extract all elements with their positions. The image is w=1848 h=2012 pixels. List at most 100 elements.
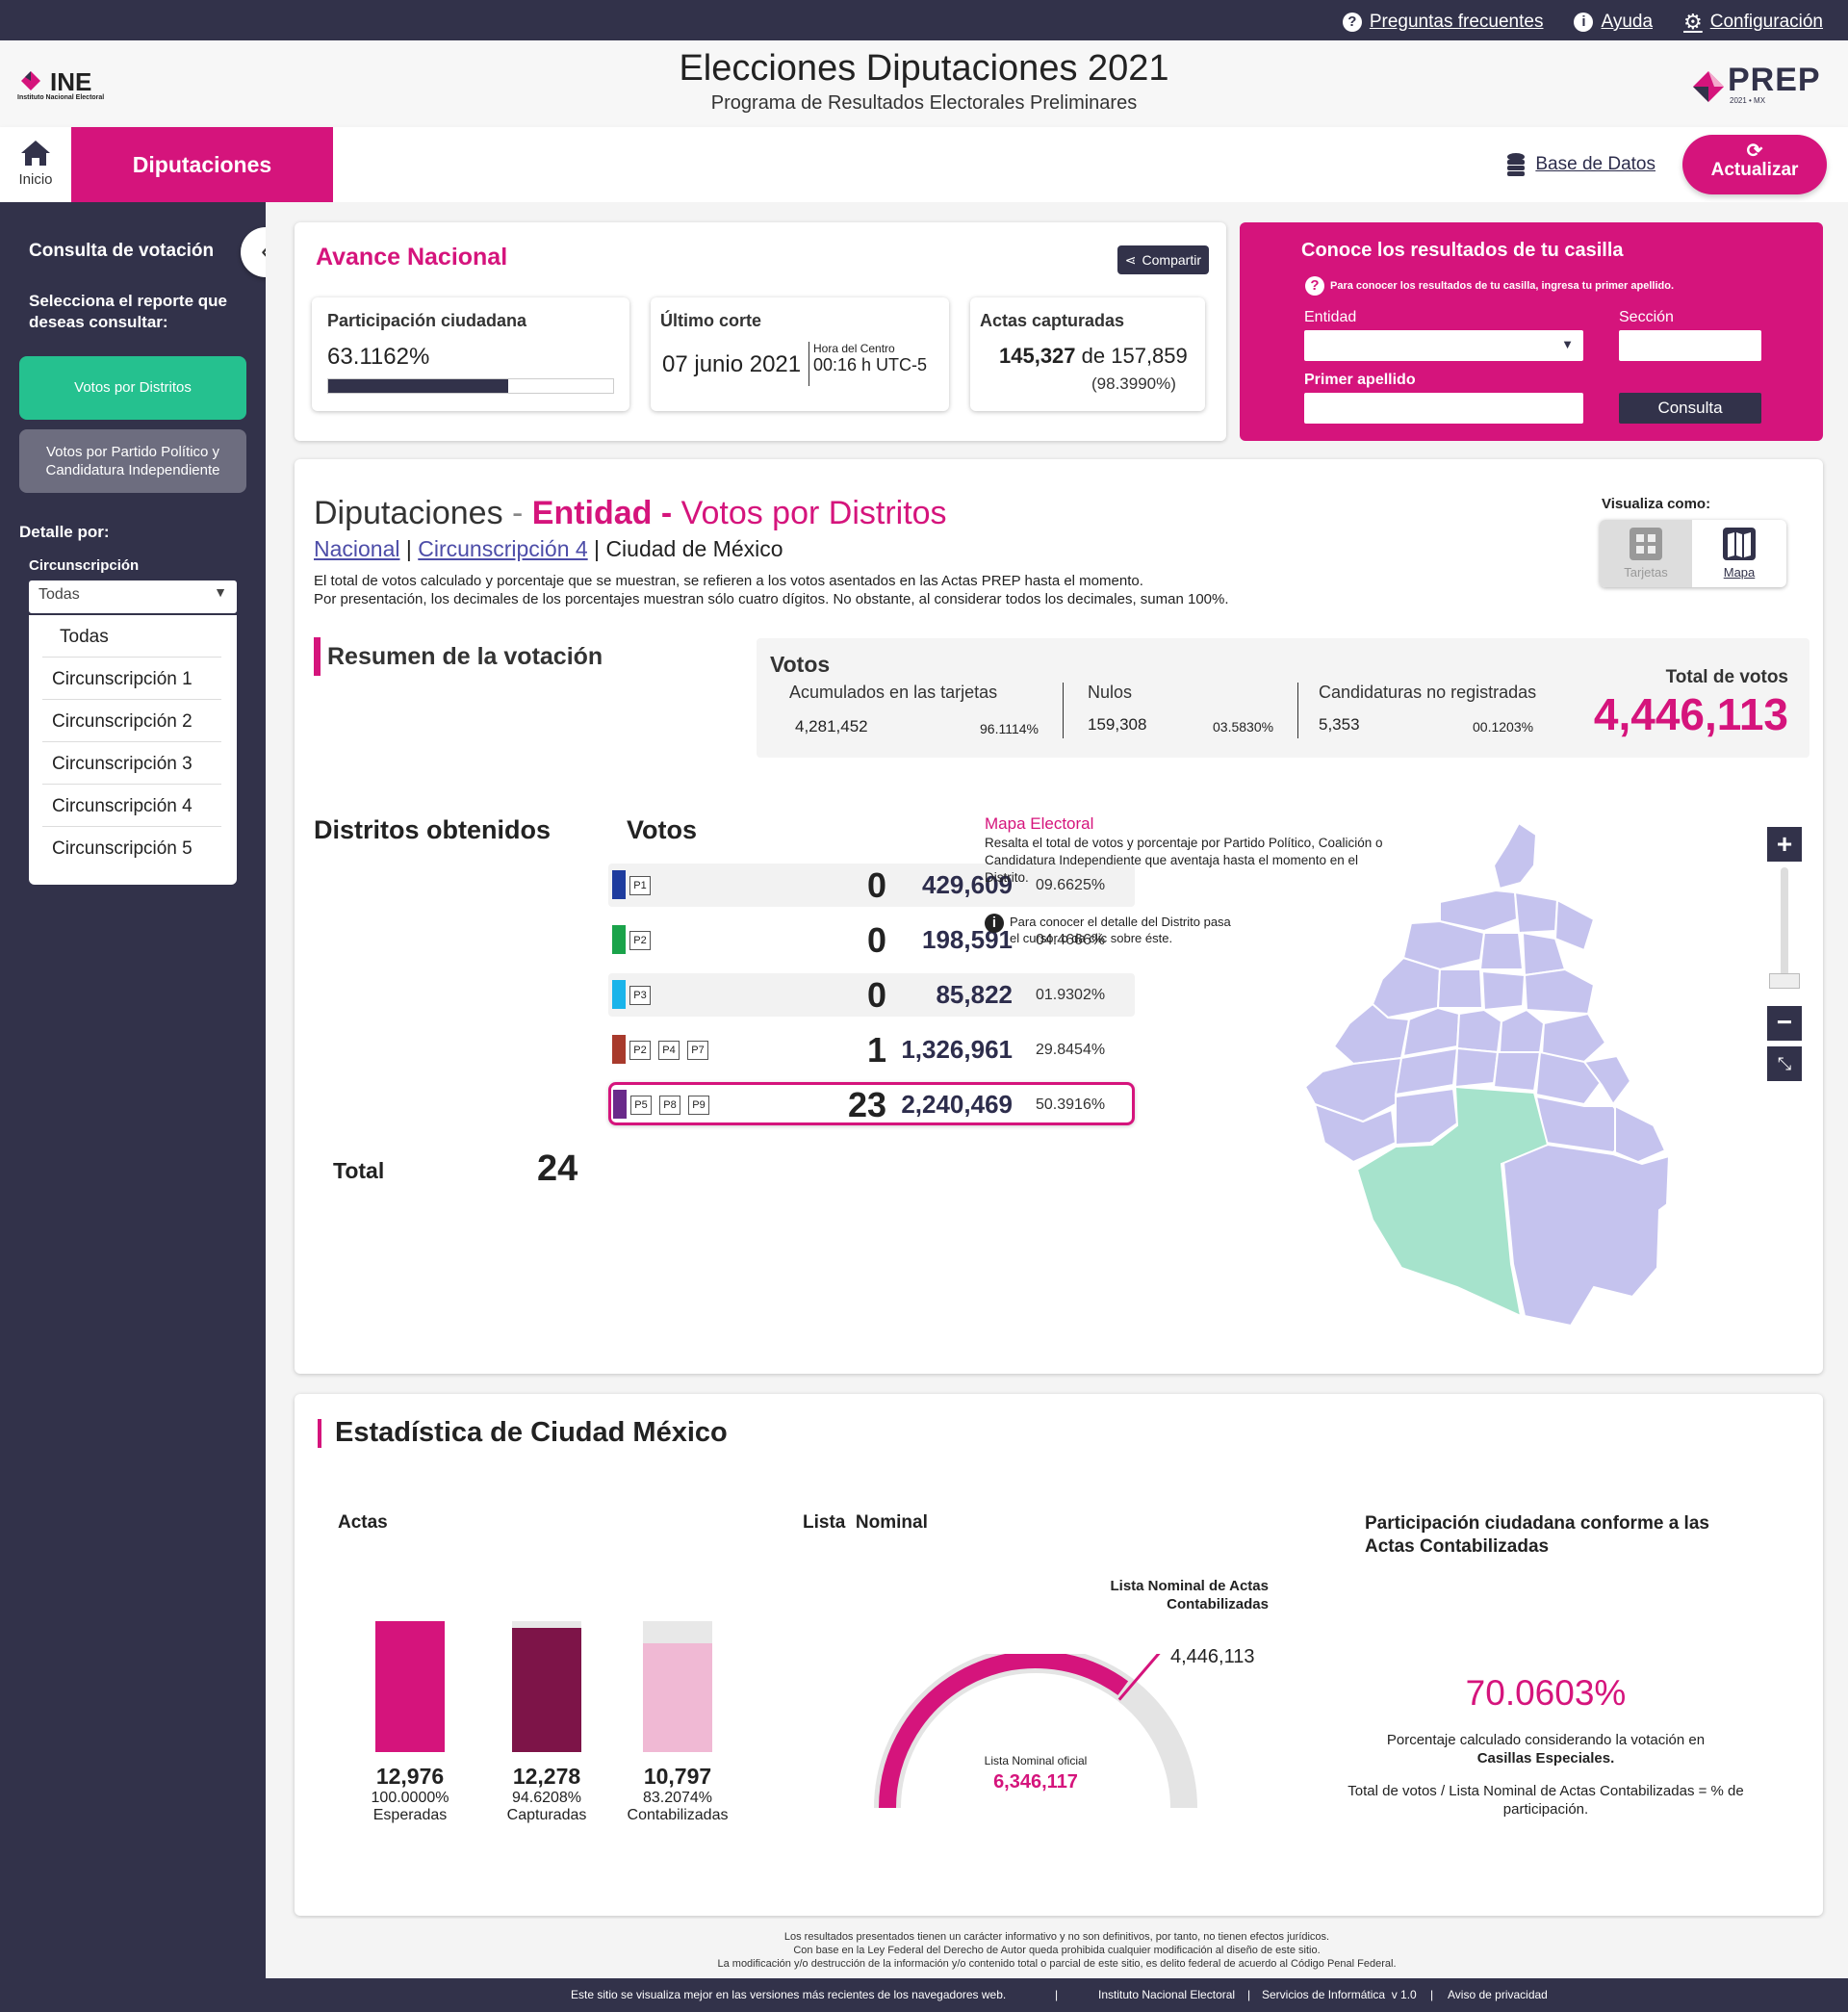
map-district[interactable] xyxy=(1553,898,1596,952)
map-district[interactable] xyxy=(1582,1054,1632,1106)
option-circunscripcion-4[interactable]: Circunscripción 4 xyxy=(42,785,221,827)
circunscripcion-select[interactable]: Todas ▼ xyxy=(29,580,237,613)
prep-logo-mark xyxy=(1693,71,1724,102)
map-district-other[interactable] xyxy=(1355,1085,1550,1318)
map-district[interactable] xyxy=(1303,1056,1403,1123)
lista-nominal-gauge xyxy=(874,1654,1197,1808)
zoom-slider-handle[interactable] xyxy=(1769,973,1800,989)
option-circunscripcion-2[interactable]: Circunscripción 2 xyxy=(42,700,221,742)
map-district[interactable] xyxy=(1394,1046,1459,1096)
table-row[interactable]: P3 0 85,822 01.9302% xyxy=(608,973,1135,1017)
map-district[interactable] xyxy=(1540,1012,1607,1064)
share-label: Compartir xyxy=(1142,252,1201,268)
table-row-leading[interactable]: P5 P8 P9 23 2,240,469 50.3916% xyxy=(608,1082,1135,1125)
actas-bar-chart: 12,976 100.0000% Esperadas 12,278 94.620… xyxy=(333,1621,728,1910)
casilla-search-card: Conoce los resultados de tu casilla ? Par… xyxy=(1240,222,1823,441)
breadcrumb-nacional[interactable]: Nacional xyxy=(314,536,400,561)
electoral-map[interactable] xyxy=(1296,815,1719,1335)
grid-icon xyxy=(1630,528,1662,560)
map-district[interactable] xyxy=(1436,968,1484,1009)
map-district[interactable] xyxy=(1371,956,1442,1019)
nulos-value: 159,308 xyxy=(1088,715,1147,734)
question-icon: ? xyxy=(1305,276,1324,296)
votes-by-district-button[interactable]: Votos por Distritos xyxy=(19,356,246,420)
map-description: Resalta el total de votos y porcentaje p… xyxy=(985,836,1383,885)
prep-logo-subtext: 2021 • MX xyxy=(1730,96,1766,105)
map-district[interactable] xyxy=(1523,967,1596,1016)
database-icon xyxy=(1507,153,1526,176)
footer-browser-note: Este sitio se visualiza mejor en las ver… xyxy=(571,1988,1007,2001)
table-row[interactable]: P1 0 429,609 09.6625% xyxy=(608,864,1135,907)
participation-bar xyxy=(327,378,614,394)
gauge-fill xyxy=(879,1654,1129,1808)
ine-logo[interactable]: INE Instituto Nacional Electoral xyxy=(17,67,131,106)
option-circunscripcion-5[interactable]: Circunscripción 5 xyxy=(52,838,192,859)
map-district[interactable] xyxy=(1498,1008,1546,1053)
participation-box: Participación ciudadana 63.1162% xyxy=(312,297,629,411)
database-link[interactable]: Base de Datos xyxy=(1506,152,1656,177)
votes-by-party-button[interactable]: Votos por Partido Político y Candidatura… xyxy=(19,429,246,493)
option-todas[interactable]: Todas xyxy=(42,615,221,658)
footer-privacy-link[interactable]: Aviso de privacidad xyxy=(1448,1988,1548,2001)
sidebar-instruction: Selecciona el reporte que deseas consult… xyxy=(29,292,227,331)
seccion-label: Sección xyxy=(1619,309,1674,325)
total-votos-value: 4,446,113 xyxy=(1593,689,1788,739)
map-district[interactable] xyxy=(1478,932,1525,970)
map-district[interactable] xyxy=(1453,1046,1500,1089)
map-district[interactable] xyxy=(1395,1087,1459,1147)
ln-official-value: 6,346,117 xyxy=(993,1771,1078,1793)
top-bar: ? Preguntas frecuentes i Ayuda ⚙ Configurac… xyxy=(0,0,1848,40)
zoom-in-button[interactable]: + xyxy=(1767,827,1802,862)
corte-date: 07 junio 2021 xyxy=(662,351,802,377)
map-title: Mapa Electoral xyxy=(985,814,1094,833)
breadcrumb-circunscripcion[interactable]: Circunscripción 4 xyxy=(418,536,588,561)
option-circunscripcion-1[interactable]: Circunscripción 1 xyxy=(42,658,221,700)
footer-line-2: Con base en la Ley Federal del Derecho d… xyxy=(793,1945,1321,1956)
party-pct: 04.4666% xyxy=(1036,932,1106,948)
footer-servicios-link[interactable]: Servicios de Informática v 1.0 xyxy=(1262,1988,1417,2001)
map-district[interactable] xyxy=(1480,969,1527,1012)
tab-diputaciones[interactable]: Diputaciones xyxy=(71,127,333,202)
actas-value: 145,327 xyxy=(999,344,1076,368)
help-link[interactable]: i Ayuda xyxy=(1574,10,1653,35)
bar-track xyxy=(375,1621,445,1752)
resumen-title: Resumen de la votación xyxy=(327,643,603,670)
option-circunscripcion-3[interactable]: Circunscripción 3 xyxy=(42,742,221,785)
avance-nacional-card: Avance Nacional ⋖ Compartir Participación… xyxy=(295,222,1226,441)
circunscripcion-selected: Todas xyxy=(38,586,80,603)
seccion-input[interactable] xyxy=(1619,330,1761,361)
share-icon: ⋖ xyxy=(1124,251,1137,268)
refresh-button[interactable]: ⟳ Actualizar xyxy=(1682,135,1827,194)
table-row[interactable]: P2 P4 P7 1 1,326,961 29.8454% xyxy=(608,1028,1135,1071)
zoom-out-button[interactable]: − xyxy=(1767,1006,1802,1041)
apellido-input[interactable] xyxy=(1304,393,1583,424)
zoom-slider-track[interactable] xyxy=(1781,867,1788,983)
map-district[interactable] xyxy=(1534,1050,1604,1106)
map-hint-text: Para conocer el detalle del Distrito pas… xyxy=(1010,915,1231,945)
party-votes: 1,326,961 xyxy=(901,1035,1013,1064)
table-row[interactable]: P2 0 198,591 04.4666% xyxy=(608,918,1135,962)
home-button[interactable]: Inicio xyxy=(0,127,71,202)
consulta-button[interactable]: Consulta xyxy=(1619,393,1761,424)
map-district[interactable] xyxy=(1492,1051,1542,1093)
map-district[interactable] xyxy=(1502,1143,1671,1328)
share-button[interactable]: ⋖ Compartir xyxy=(1116,245,1209,274)
map-district[interactable] xyxy=(1455,1008,1503,1054)
view-map-button[interactable]: Mapa xyxy=(1692,520,1786,587)
reset-zoom-button[interactable]: ⤡ xyxy=(1767,1046,1802,1081)
footer-ine-link[interactable]: Instituto Nacional Electoral xyxy=(1098,1988,1236,2001)
entidad-label: Entidad xyxy=(1304,309,1357,325)
participation-note-2: Total de votos / Lista Nominal de Actas … xyxy=(1348,1783,1744,1818)
page-title: Elecciones Diputaciones 2021 xyxy=(679,48,1169,89)
faq-link[interactable]: ? Preguntas frecuentes xyxy=(1342,10,1543,35)
entidad-select[interactable]: ▼ xyxy=(1304,330,1583,361)
map-district[interactable] xyxy=(1614,1104,1667,1164)
party-chip: P9 xyxy=(688,1096,709,1116)
map-district[interactable] xyxy=(1492,821,1538,890)
config-link[interactable]: ⚙ Configuración xyxy=(1683,10,1823,35)
map-district[interactable] xyxy=(1513,890,1559,935)
view-cards-button[interactable]: Tarjetas xyxy=(1600,520,1692,587)
districts-won: 1 xyxy=(866,1030,886,1070)
casilla-hint-text: Para conocer los resultados de tu casill… xyxy=(1330,280,1675,292)
actas-of: de 157,859 xyxy=(1081,344,1188,368)
